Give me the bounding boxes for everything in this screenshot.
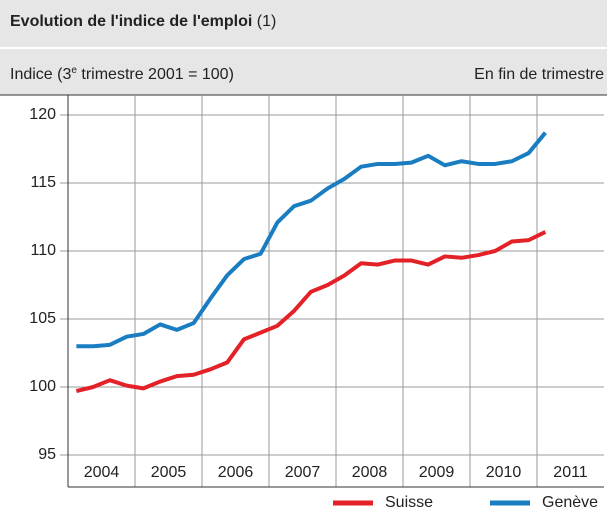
subtitle-sup: e (71, 65, 77, 76)
y-tick-label: 115 (30, 174, 56, 191)
title-text: Evolution de l'indice de l'emploi (10, 13, 252, 30)
y-tick-label: 100 (29, 378, 56, 395)
y-tick-label: 95 (38, 446, 56, 463)
subtitle-part: trimestre 2001 = 100) (77, 66, 234, 83)
chart-title: Evolution de l'indice de l'emploi (1) (10, 13, 276, 30)
x-tick-label: 2008 (352, 464, 388, 481)
subtitle: Indice (3e trimestre 2001 = 100) (10, 65, 234, 84)
note-right: En fin de trimestre (474, 66, 604, 83)
x-tick-label: 2005 (151, 464, 187, 481)
legend-label: Genève (542, 494, 598, 511)
x-tick-label: 2011 (553, 464, 588, 481)
line-series (76, 131, 547, 349)
y-tick-label: 110 (30, 242, 56, 259)
x-tick-label: 2009 (419, 464, 455, 481)
x-tick-label: 2007 (285, 464, 321, 481)
x-tick-label: 2004 (84, 464, 120, 481)
x-tick-label: 2006 (218, 464, 254, 481)
y-tick-label: 120 (29, 106, 56, 123)
title-note: (1) (257, 13, 277, 30)
line-series (75, 230, 547, 394)
legend-label: Suisse (385, 494, 433, 511)
y-tick-label: 105 (29, 310, 56, 327)
x-tick-label: 2010 (486, 464, 522, 481)
subtitle-part: Indice (3 (10, 66, 71, 83)
